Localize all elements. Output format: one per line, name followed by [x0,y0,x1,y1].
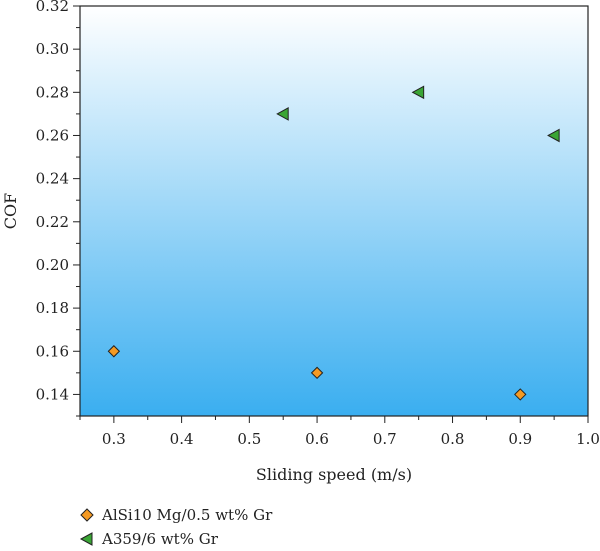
y-tick-label: 0.24 [36,170,69,188]
data-point-alsi10 [107,345,121,358]
legend-label-a359: A359/6 wt% Gr [102,530,218,548]
data-point-a359 [411,85,425,100]
data-point-alsi10 [310,366,324,380]
scatter-chart: 0.3 0.4 0.5 0.6 0.7 0.8 0.9 1.0 0.14 0.16 0.18 0.20… [1,0,600,484]
diamond-marker-icon [80,508,94,522]
y-tick-label: 0.30 [36,40,69,58]
y-axis-label: COF [1,193,20,229]
y-tick-label: 0.16 [36,342,69,360]
y-tick-label: 0.20 [36,256,69,274]
x-tick-label: 0.3 [102,430,126,448]
triangle-marker-icon [79,532,93,546]
y-tick-label: 0.22 [36,213,69,231]
x-tick-label: 0.4 [170,430,194,448]
legend-item: AlSi10 Mg/0.5 wt% Gr [76,503,272,527]
x-tick-label: 0.5 [237,430,261,448]
x-tick-label: 0.7 [373,430,397,448]
x-axis-label: Sliding speed (m/s) [256,465,412,484]
legend-label-alsi10: AlSi10 Mg/0.5 wt% Gr [102,506,273,524]
y-tick-label: 0.14 [36,385,69,403]
y-tick-label: 0.18 [36,299,69,317]
plot-area [80,6,588,416]
y-tick-label: 0.28 [36,83,69,101]
data-point-alsi10 [514,388,527,401]
y-tick-label: 0.26 [36,126,69,144]
legend-item: A359/6 wt% Gr [76,527,272,551]
y-tick-label: 0.32 [36,0,69,15]
x-tick-label: 0.9 [508,430,532,448]
data-point-a359 [547,128,560,143]
legend: AlSi10 Mg/0.5 wt% Gr A359/6 wt% Gr [76,503,272,551]
x-tick-label: 0.8 [441,430,465,448]
x-tick-label: 1.0 [576,430,600,448]
plot-frame [79,5,589,417]
data-point-a359 [276,107,289,121]
x-tick-label: 0.6 [305,430,329,448]
